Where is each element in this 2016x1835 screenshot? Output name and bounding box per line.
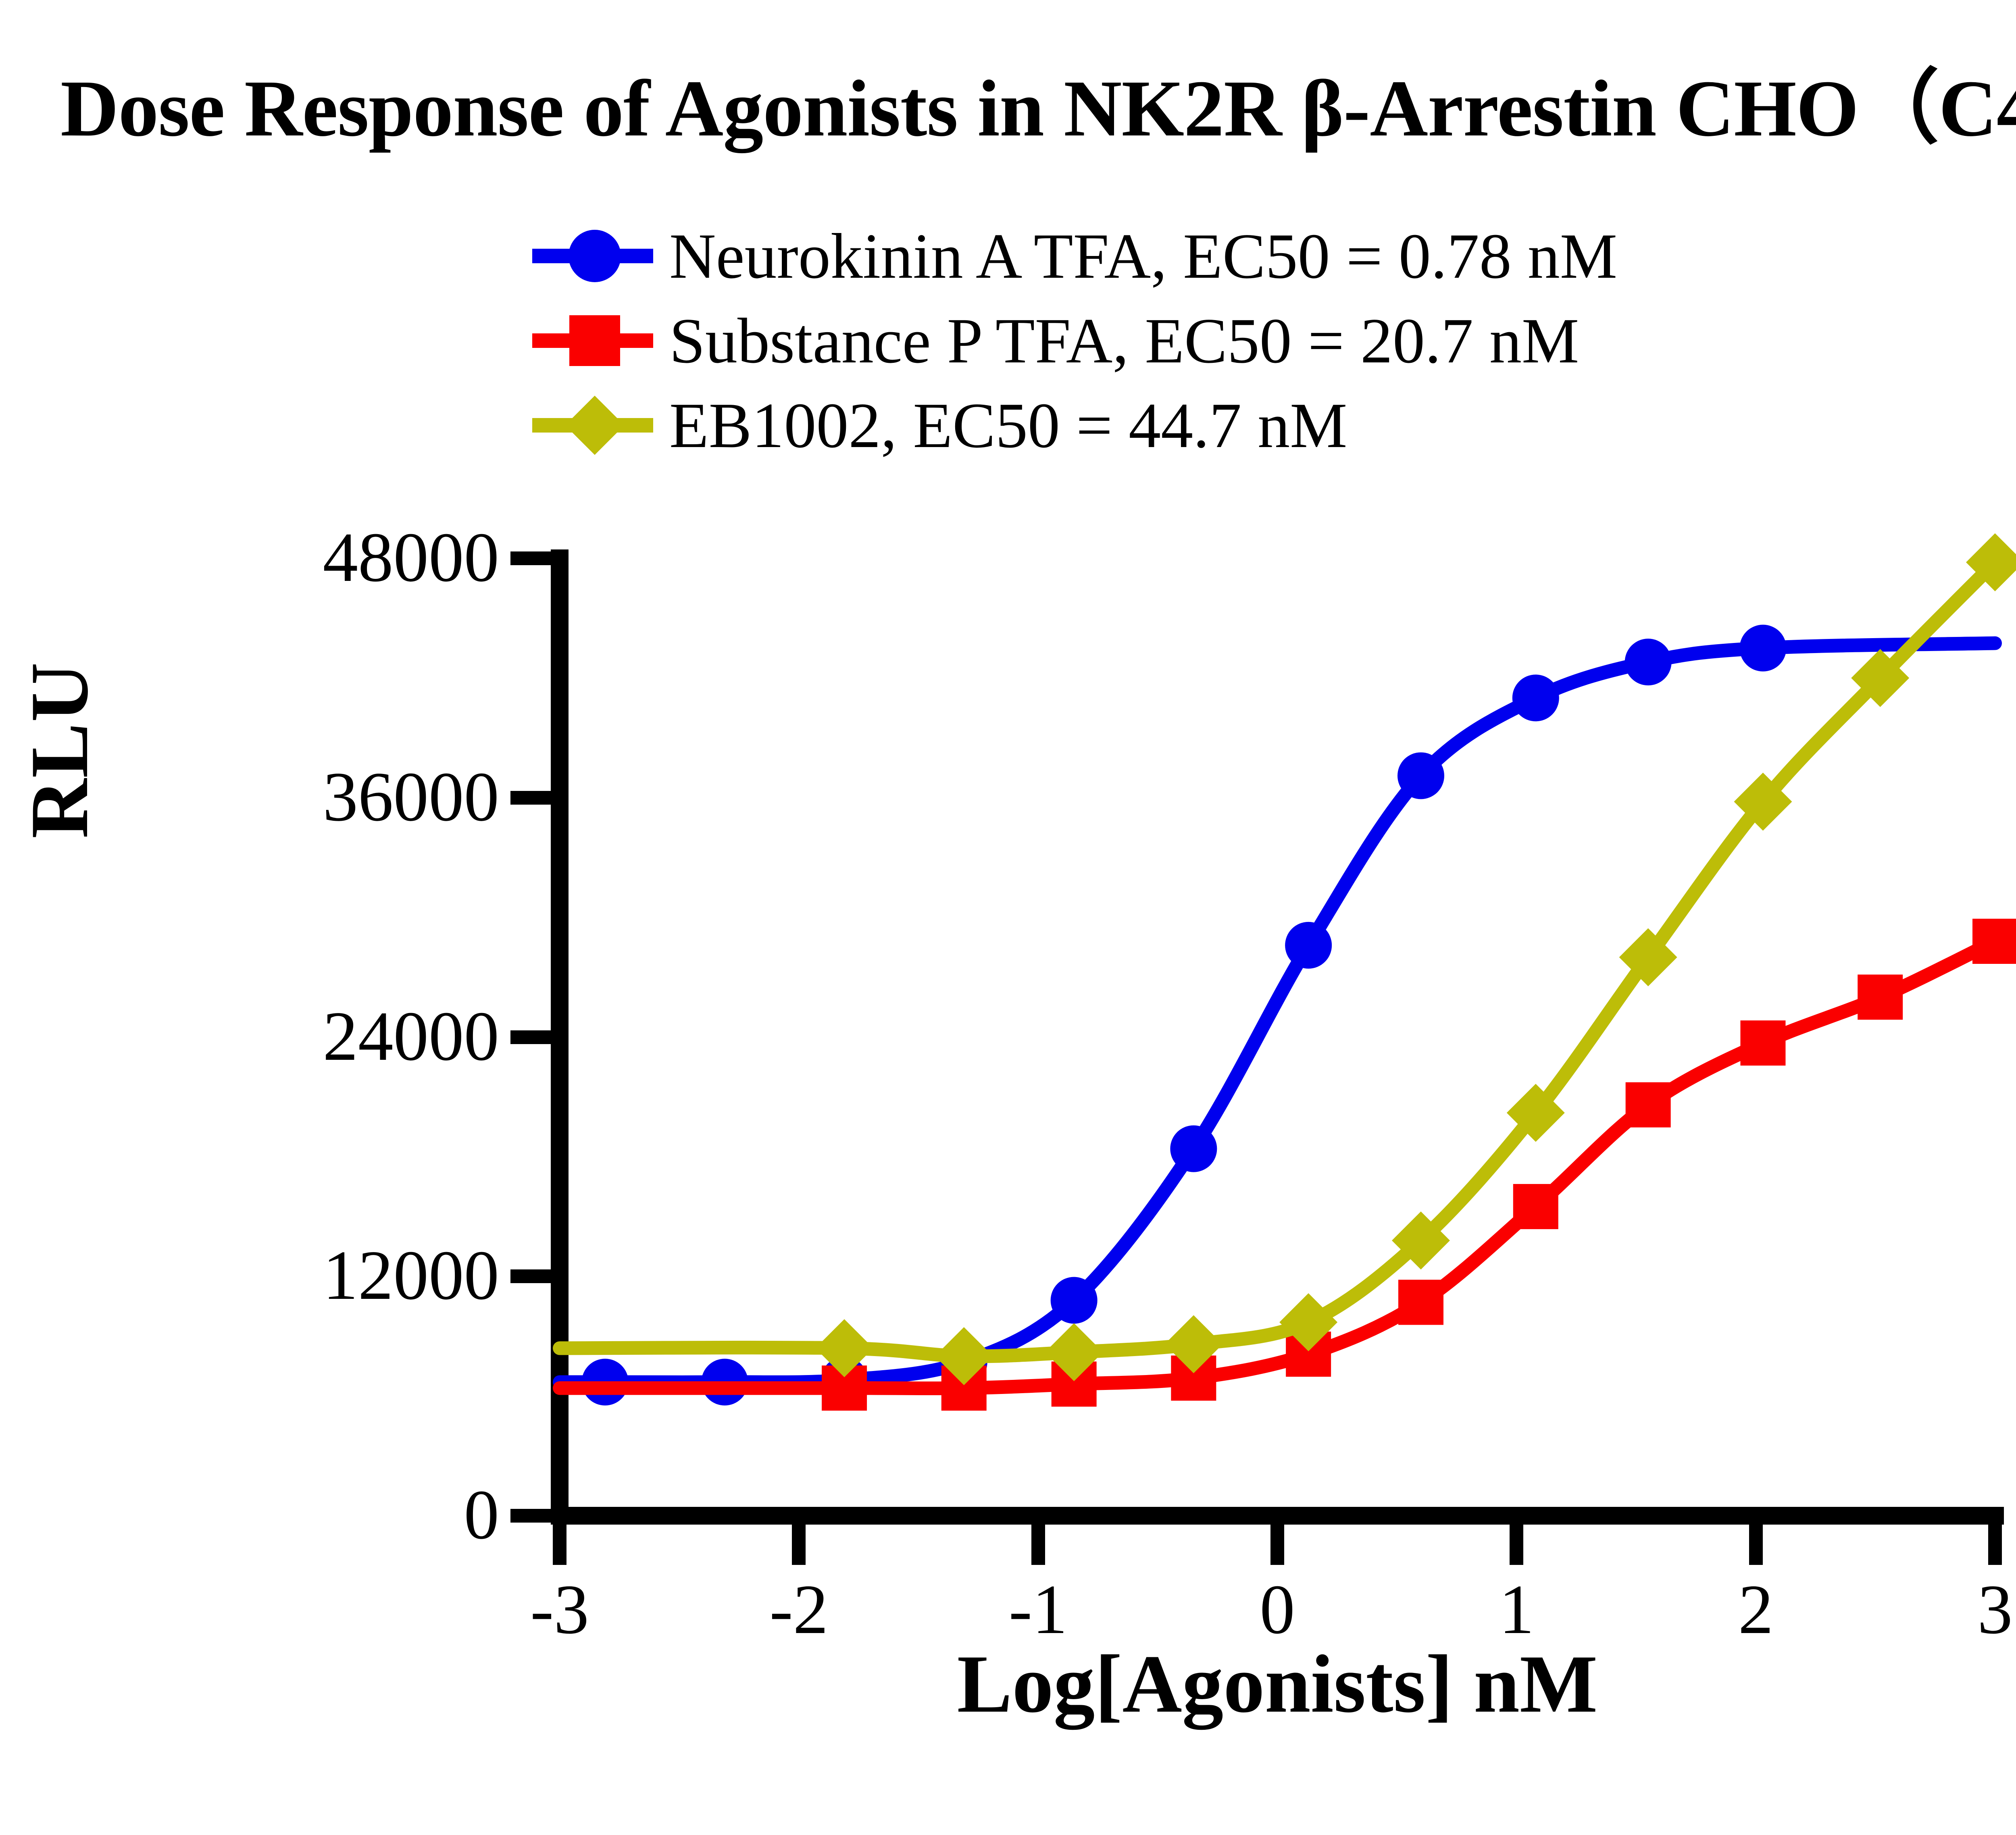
x-axis-tick (1510, 1525, 1524, 1565)
plot-area (510, 533, 2016, 1565)
x-axis-tick-label: -1 (1008, 1570, 1068, 1648)
legend-item-eb1002[interactable]: EB1002, EC50 = 44.7 nM (528, 383, 1617, 468)
data-point-diamond (1966, 533, 2016, 591)
legend-item-substance-p[interactable]: Substance P TFA, EC50 = 20.7 nM (528, 298, 1617, 383)
x-axis-line (551, 1507, 2004, 1525)
y-axis-tick-label: 24000 (323, 997, 500, 1075)
y-axis-tick-label: 48000 (323, 518, 500, 596)
data-point-diamond (1164, 1315, 1223, 1373)
data-point-square (1740, 1020, 1786, 1066)
x-axis-tick (1270, 1525, 1284, 1565)
series-layer (553, 533, 2016, 1411)
data-point-square (1625, 1082, 1671, 1128)
legend-marker-neurokinin (528, 214, 661, 298)
y-axis-tick (510, 1509, 551, 1523)
y-axis-tick-label: 12000 (323, 1236, 500, 1315)
series-circle (553, 624, 2002, 1406)
y-axis-tick (510, 791, 551, 805)
legend-label-neurokinin: Neurokinin A TFA, EC50 = 0.78 nM (669, 220, 1618, 292)
diamond-marker-icon (565, 395, 625, 455)
data-point-diamond (1392, 1211, 1450, 1270)
data-point-diamond (815, 1319, 874, 1377)
y-axis-tick (510, 1269, 551, 1284)
series-line (553, 555, 2002, 1363)
data-point-circle (1739, 624, 1787, 672)
legend-label-eb1002: EB1002, EC50 = 44.7 nM (669, 389, 1347, 461)
data-point-circle (1170, 1125, 1217, 1172)
circle-marker-icon (569, 230, 621, 282)
square-marker-icon (569, 315, 620, 366)
y-axis-tick-label: 36000 (323, 757, 500, 836)
data-point-circle (1285, 922, 1332, 969)
data-point-square (1972, 919, 2016, 964)
data-point-diamond (1851, 649, 1910, 707)
legend-marker-eb1002 (528, 383, 661, 468)
x-axis-tick-label: 1 (1499, 1570, 1535, 1648)
x-axis-tick-label: 0 (1260, 1570, 1295, 1648)
x-axis-tick (1749, 1525, 1763, 1565)
x-axis-title: Log[Agonists] nM (957, 1638, 1598, 1730)
x-axis-tick-label: 3 (1977, 1570, 2013, 1648)
chart-title: Dose Response of Agonists in NK2R β-Arre… (60, 64, 2016, 153)
legend-item-neurokinin[interactable]: Neurokinin A TFA, EC50 = 0.78 nM (528, 214, 1617, 298)
legend-marker-substance-p (528, 298, 661, 383)
chart-legend: Neurokinin A TFA, EC50 = 0.78 nM Substan… (528, 214, 1617, 468)
x-axis-tick (1031, 1525, 1045, 1565)
x-axis-tick (1988, 1525, 2002, 1565)
data-point-circle (1512, 674, 1559, 722)
y-axis-tick (510, 551, 551, 565)
data-point-circle (1050, 1277, 1098, 1324)
series-line (553, 636, 2002, 1389)
x-axis-tick-label: 2 (1738, 1570, 1774, 1648)
series-diamond (553, 533, 2016, 1386)
data-point-square (1398, 1280, 1443, 1325)
x-axis-tick-label: -3 (530, 1570, 589, 1648)
y-axis-line (551, 549, 569, 1525)
data-point-diamond (935, 1327, 993, 1386)
data-point-diamond (1279, 1293, 1338, 1352)
x-axis-tick-label: -2 (769, 1570, 829, 1648)
data-point-diamond (1045, 1323, 1103, 1381)
series-square (553, 919, 2016, 1411)
data-point-diamond (1506, 1084, 1565, 1142)
legend-label-substance-p: Substance P TFA, EC50 = 20.7 nM (669, 305, 1579, 377)
data-point-circle (1624, 639, 1672, 686)
x-axis-tick (553, 1525, 566, 1565)
data-point-circle (1397, 752, 1444, 799)
x-axis-tick (792, 1525, 806, 1565)
data-point-square (1858, 974, 1903, 1020)
y-axis-tick (510, 1030, 551, 1044)
data-point-square (1513, 1184, 1558, 1230)
y-axis-tick-label: 0 (464, 1475, 500, 1554)
data-point-diamond (1734, 772, 1792, 831)
